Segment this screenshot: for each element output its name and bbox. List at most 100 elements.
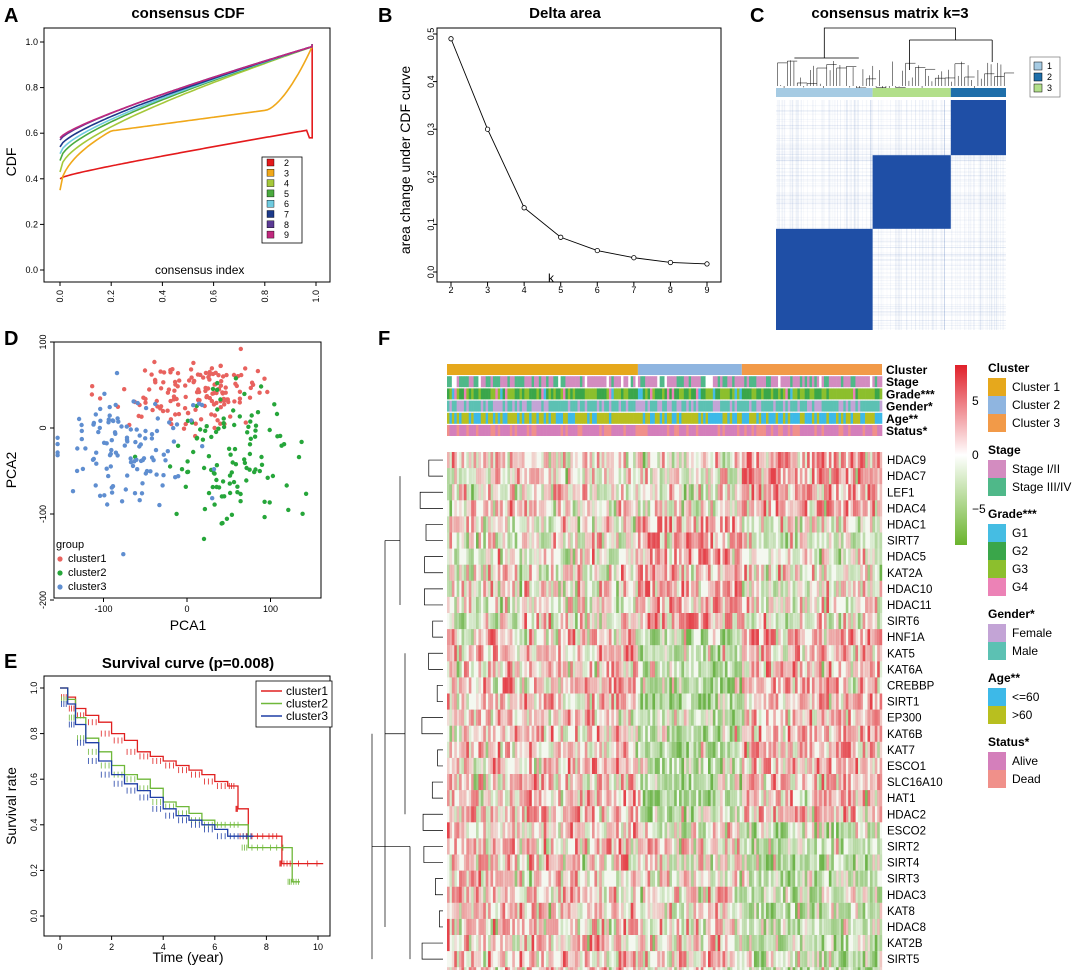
heatmap-cell — [821, 757, 825, 774]
heatmap-cell — [645, 613, 648, 630]
heatmap-cell — [495, 532, 498, 549]
heatmap-cell — [787, 693, 791, 710]
heatmap-cell — [502, 693, 506, 710]
heatmap-cell — [500, 661, 503, 678]
annotation-cell — [831, 388, 834, 400]
pca-point-cluster3 — [79, 422, 84, 428]
annotation-cell — [529, 376, 532, 388]
heatmap-cell — [592, 580, 595, 597]
heatmap-cell — [563, 596, 566, 613]
pca-point-cluster3 — [80, 466, 86, 472]
heatmap-cell — [548, 709, 552, 726]
annotation-cell — [538, 425, 542, 436]
annotation-cell — [845, 400, 849, 412]
pca-point-cluster1 — [209, 366, 215, 371]
heatmap-cell — [599, 468, 602, 485]
heatmap-cell — [700, 452, 704, 469]
heatmap-cell — [676, 677, 680, 694]
heatmap-cell — [691, 757, 694, 774]
heatmap-cell — [674, 452, 677, 469]
heatmap-cell — [715, 757, 718, 774]
heatmap-cell — [454, 516, 457, 533]
heatmap-cell — [717, 645, 721, 662]
heatmap-cell — [449, 629, 453, 646]
heatmap-cell — [570, 741, 573, 758]
annotation-cell — [514, 388, 518, 400]
heatmap-cell — [650, 741, 653, 758]
heatmap-cell — [507, 516, 511, 533]
heatmap-cell — [855, 500, 859, 517]
annotation-cell — [853, 412, 856, 424]
heatmap-cell — [787, 468, 791, 485]
annotation-cell — [727, 376, 731, 388]
heatmap-cell — [799, 580, 803, 597]
heatmap-cell — [671, 725, 675, 742]
heatmap-cell — [640, 596, 643, 613]
heatmap-cell — [447, 693, 450, 710]
annotation-cell — [543, 376, 547, 388]
heatmap-cell — [468, 564, 472, 581]
pca-point-cluster1 — [165, 408, 170, 413]
annotation-cell — [480, 412, 484, 424]
heatmap-cell — [676, 516, 680, 533]
heatmap-cell — [756, 564, 759, 581]
heatmap-cell — [608, 516, 612, 533]
heatmap-cell — [621, 757, 624, 774]
heatmap-cell — [795, 645, 798, 662]
heatmap-cell — [635, 757, 639, 774]
heatmap-cell — [495, 757, 498, 774]
heatmap-cell — [763, 629, 767, 646]
annotation-cell — [778, 376, 781, 388]
heatmap-cell — [451, 468, 455, 485]
heatmap-cell — [686, 629, 689, 646]
pca-point-cluster3 — [140, 481, 145, 486]
heatmap-cell — [659, 741, 663, 758]
heatmap-cell — [802, 725, 805, 742]
annotation-cell — [840, 412, 844, 424]
annotation-cell — [816, 412, 820, 424]
heatmap-cell — [778, 629, 781, 646]
heatmap-cell — [708, 661, 711, 678]
heatmap-cell — [857, 580, 861, 597]
heatmap-cell — [792, 741, 796, 758]
annotation-cell — [560, 376, 564, 388]
heatmap-cell — [623, 661, 627, 678]
heatmap-cell — [712, 516, 716, 533]
heatmap-cell — [809, 596, 813, 613]
annotation-cell — [459, 400, 462, 412]
pca-point-cluster3 — [113, 402, 118, 408]
pca-point-cluster2 — [275, 434, 280, 439]
heatmap-cell — [836, 645, 839, 662]
heatmap-cell — [790, 500, 793, 517]
heatmap-cell — [763, 580, 767, 597]
heatmap-cell — [473, 613, 477, 630]
heatmap-cell — [543, 661, 547, 678]
heatmap-cell — [490, 693, 494, 710]
pca-point-cluster2 — [300, 511, 305, 516]
heatmap-cell — [848, 548, 851, 565]
heatmap-cell — [770, 532, 774, 549]
pca-point-cluster2 — [284, 483, 289, 488]
heatmap-cell — [751, 725, 755, 742]
heatmap-cell — [664, 580, 668, 597]
annotation-cell — [531, 425, 535, 436]
heatmap-cell — [531, 725, 535, 742]
heatmap-cell — [811, 613, 815, 630]
annotation-cell — [640, 412, 644, 424]
heatmap-cell — [802, 709, 805, 726]
annotation-cell — [553, 376, 557, 388]
heatmap-cell — [732, 468, 735, 485]
pca-point-cluster2 — [224, 516, 230, 521]
heatmap-cell — [633, 452, 636, 469]
heatmap-cell — [456, 548, 460, 565]
heatmap-cell — [811, 484, 815, 501]
pca-ylabel: PCA2 — [3, 452, 19, 489]
heatmap-cell — [838, 548, 842, 565]
pca-point-cluster2 — [232, 422, 237, 428]
heatmap-cell — [529, 580, 532, 597]
annotation-cell — [553, 400, 557, 412]
heatmap-cell — [546, 645, 549, 662]
heatmap-cell — [869, 613, 873, 630]
heatmap-cell — [584, 468, 588, 485]
heatmap-cell — [838, 661, 842, 678]
